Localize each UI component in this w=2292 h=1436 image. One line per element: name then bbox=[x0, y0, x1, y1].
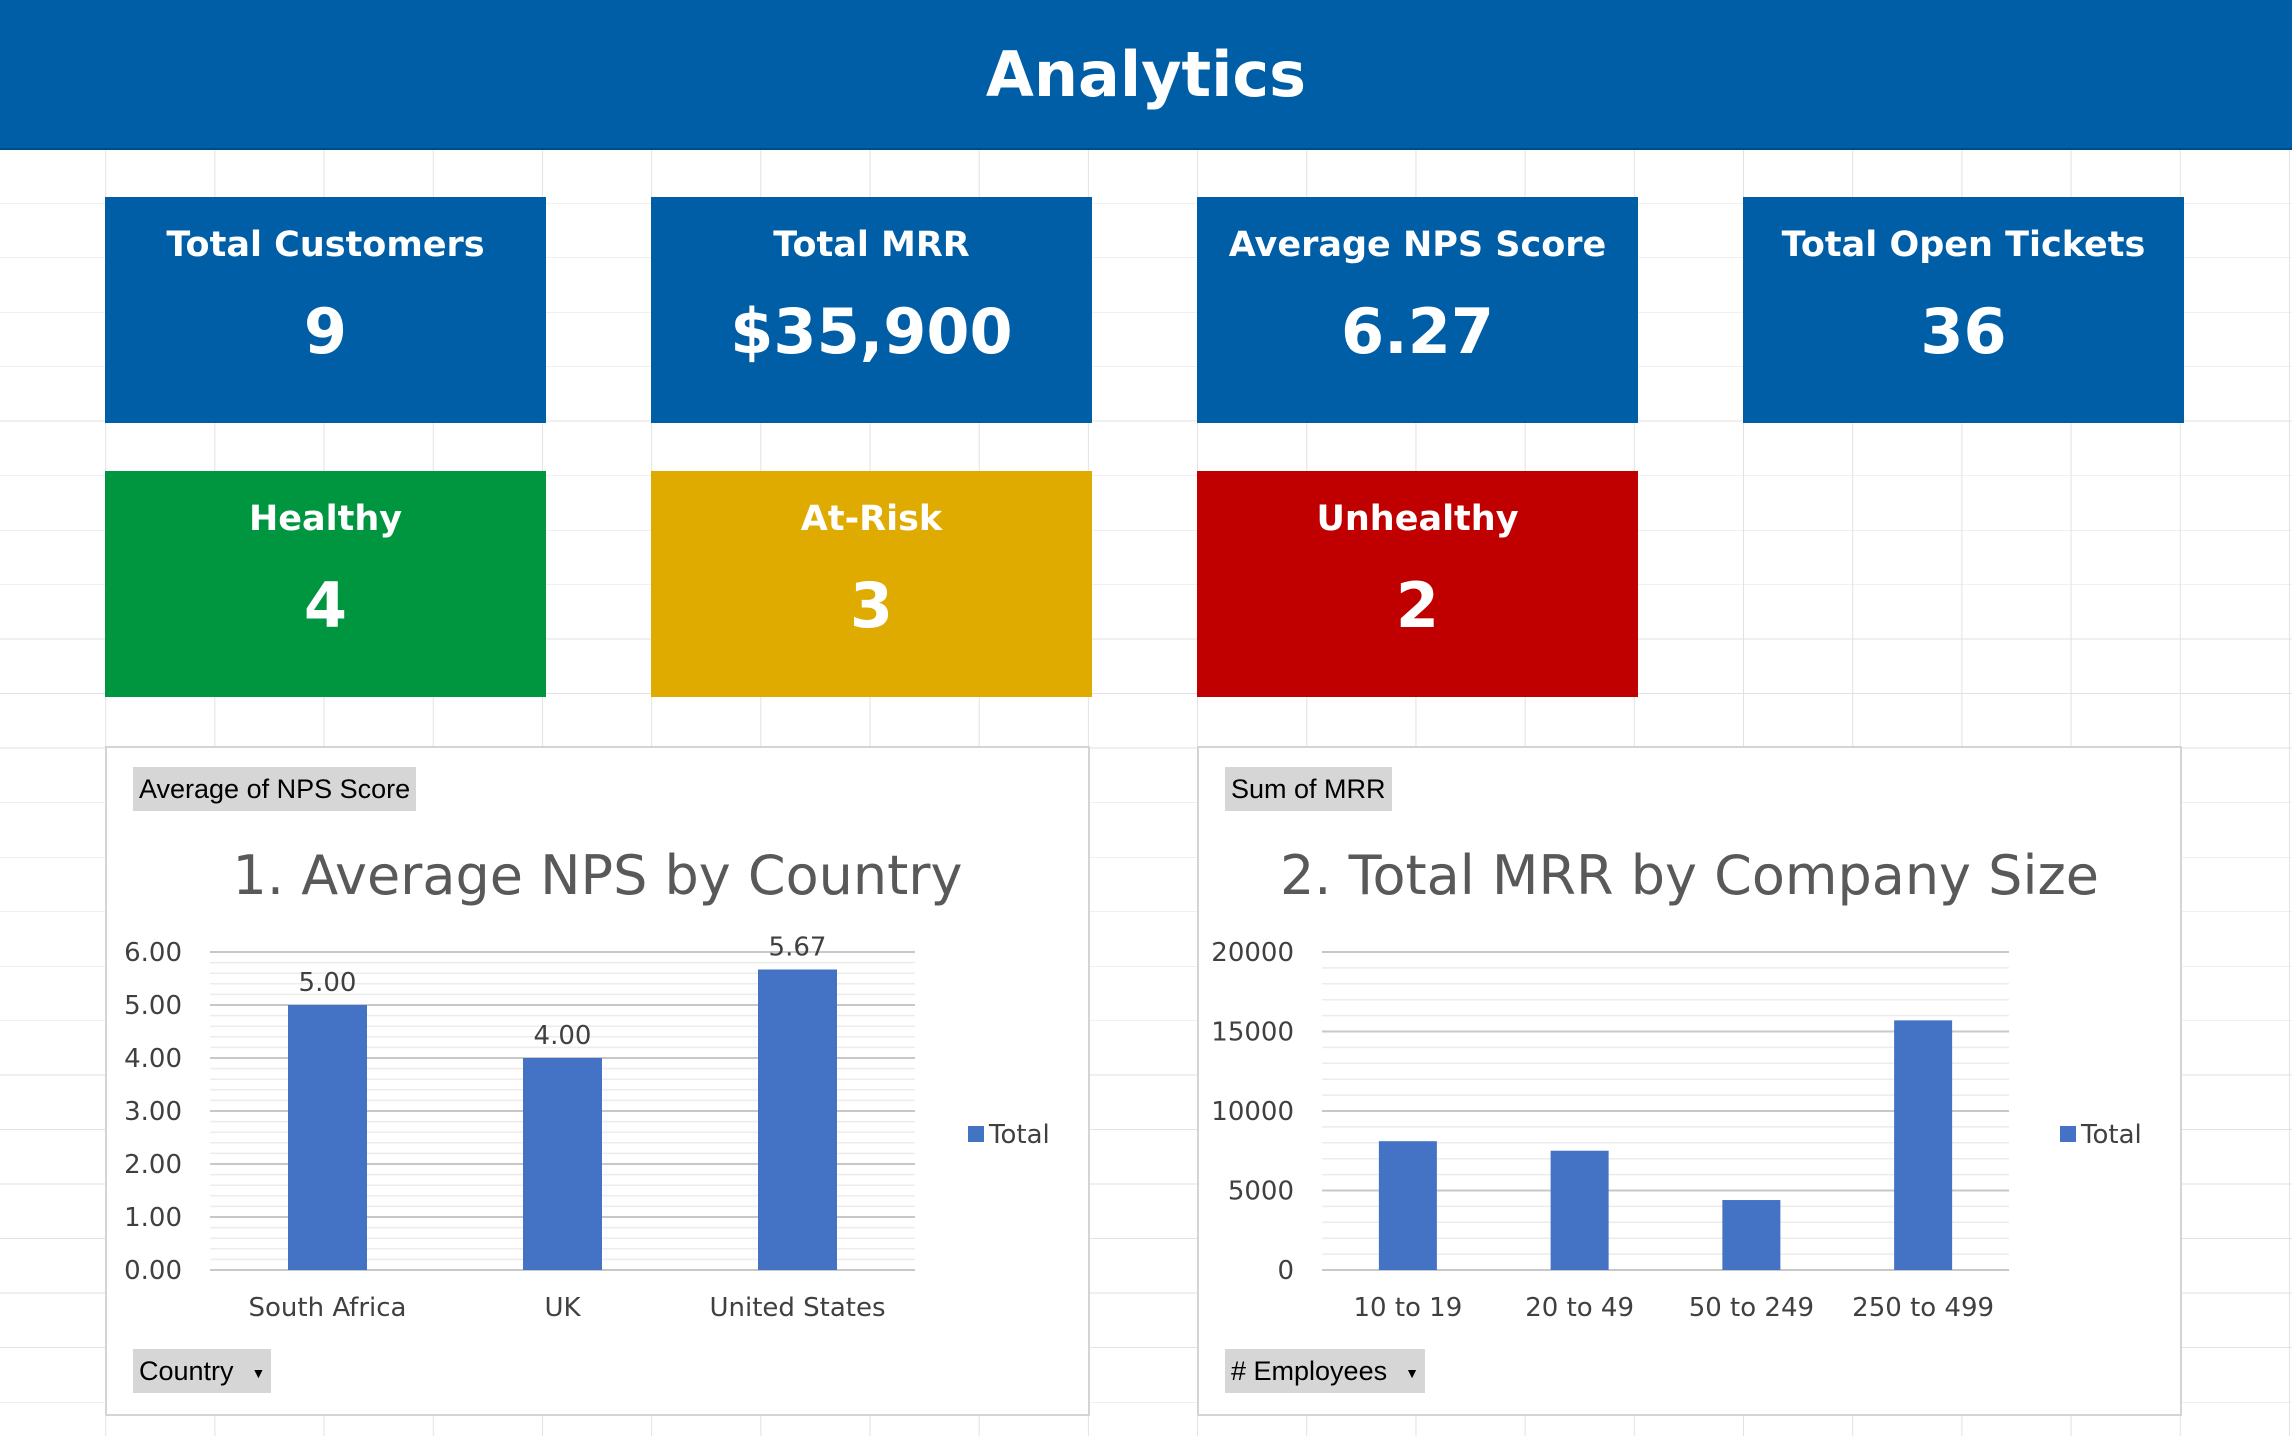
chart-panel-mrr-by-company-size[interactable]: 0 5000 10000 15000 20000 10 to 19 20 to 49 50 t… bbox=[1197, 746, 2182, 1416]
chart-title: 1. Average NPS by Country bbox=[232, 844, 963, 907]
x-tick-label: 50 to 249 bbox=[1689, 1293, 1814, 1323]
kpi-card-healthy: Healthy 4 bbox=[105, 471, 546, 697]
y-tick-label: 5.00 bbox=[124, 991, 182, 1021]
y-tick-label: 3.00 bbox=[124, 1097, 182, 1127]
x-tick-label: 20 to 49 bbox=[1525, 1293, 1634, 1323]
value-field-label: Average of NPS Score bbox=[139, 774, 411, 804]
x-tick-label: 250 to 499 bbox=[1852, 1293, 1994, 1323]
header-banner: Analytics bbox=[0, 0, 2292, 150]
legend-label: Total bbox=[988, 1120, 1050, 1150]
chart-canvas: 0.00 1.00 2.00 3.00 4.00 5.00 6.00 5.00 South Af… bbox=[124, 932, 1050, 1323]
kpi-card-total-customers: Total Customers 9 bbox=[105, 197, 546, 423]
chart-panel-nps-by-country[interactable]: 0.00 1.00 2.00 3.00 4.00 5.00 6.00 5.00 South Af… bbox=[105, 746, 1090, 1416]
axis-field-dropdown[interactable]: Country ▼ bbox=[133, 1349, 272, 1393]
y-tick-label: 0.00 bbox=[124, 1256, 182, 1286]
kpi-value: 36 bbox=[1920, 295, 2007, 368]
kpi-value: $35,900 bbox=[730, 295, 1013, 368]
axis-field-dropdown[interactable]: # Employees ▼ bbox=[1225, 1349, 1425, 1393]
x-tick-label: UK bbox=[544, 1293, 581, 1323]
kpi-label: Average NPS Score bbox=[1228, 225, 1607, 265]
kpi-label: Healthy bbox=[248, 499, 403, 539]
kpi-value: 3 bbox=[849, 569, 894, 642]
chevron-down-icon: ▼ bbox=[1405, 1364, 1419, 1381]
value-field-button[interactable]: Average of NPS Score bbox=[133, 767, 417, 811]
y-tick-label: 20000 bbox=[1211, 938, 1294, 968]
value-field-button[interactable]: Sum of MRR bbox=[1225, 767, 1392, 811]
kpi-value: 9 bbox=[303, 295, 348, 368]
axis-field-label: Country bbox=[139, 1356, 234, 1386]
y-tick-label: 0 bbox=[1277, 1256, 1294, 1286]
kpi-value: 6.27 bbox=[1341, 295, 1494, 368]
data-label: 5.67 bbox=[769, 932, 827, 962]
kpi-card-average-nps: Average NPS Score 6.27 bbox=[1197, 197, 1638, 423]
value-field-label: Sum of MRR bbox=[1231, 774, 1386, 804]
bar[interactable] bbox=[523, 1058, 602, 1270]
legend-swatch bbox=[968, 1126, 984, 1142]
y-tick-label: 15000 bbox=[1211, 1018, 1294, 1048]
kpi-card-unhealthy: Unhealthy 2 bbox=[1197, 471, 1638, 697]
legend-label: Total bbox=[2080, 1120, 2142, 1150]
kpi-label: Unhealthy bbox=[1316, 499, 1519, 539]
bar[interactable] bbox=[758, 969, 837, 1270]
x-tick-label: South Africa bbox=[249, 1293, 407, 1323]
kpi-label: Total Open Tickets bbox=[1781, 225, 2146, 265]
chart-canvas: 0 5000 10000 15000 20000 10 to 19 20 to 49 50 t… bbox=[1211, 938, 2142, 1323]
data-label: 4.00 bbox=[534, 1021, 592, 1051]
bar[interactable] bbox=[1550, 1150, 1609, 1270]
x-tick-label: United States bbox=[709, 1293, 885, 1323]
y-tick-label: 1.00 bbox=[124, 1203, 182, 1233]
bar[interactable] bbox=[1894, 1020, 1953, 1270]
chevron-down-icon: ▼ bbox=[251, 1364, 266, 1381]
kpi-card-total-mrr: Total MRR $35,900 bbox=[651, 197, 1092, 423]
kpi-label: Total MRR bbox=[773, 225, 970, 265]
bar[interactable] bbox=[1722, 1200, 1781, 1270]
y-tick-label: 10000 bbox=[1211, 1097, 1294, 1127]
kpi-label: At-Risk bbox=[800, 499, 943, 539]
y-tick-label: 4.00 bbox=[124, 1044, 182, 1074]
x-tick-label: 10 to 19 bbox=[1353, 1293, 1462, 1323]
axis-field-label: # Employees bbox=[1231, 1356, 1388, 1386]
page-title: Analytics bbox=[985, 37, 1307, 111]
bar[interactable] bbox=[1378, 1141, 1437, 1270]
y-tick-label: 2.00 bbox=[124, 1150, 182, 1180]
kpi-value: 4 bbox=[303, 569, 348, 642]
data-label: 5.00 bbox=[299, 968, 357, 998]
y-tick-label: 6.00 bbox=[124, 938, 182, 968]
kpi-card-at-risk: At-Risk 3 bbox=[651, 471, 1092, 697]
bar[interactable] bbox=[288, 1005, 367, 1270]
kpi-label: Total Customers bbox=[166, 225, 485, 265]
kpi-value: 2 bbox=[1395, 569, 1440, 642]
kpi-card-open-tickets: Total Open Tickets 36 bbox=[1743, 197, 2184, 423]
y-tick-label: 5000 bbox=[1228, 1177, 1294, 1207]
legend-swatch bbox=[2060, 1126, 2076, 1142]
chart-title: 2. Total MRR by Company Size bbox=[1279, 844, 2100, 907]
